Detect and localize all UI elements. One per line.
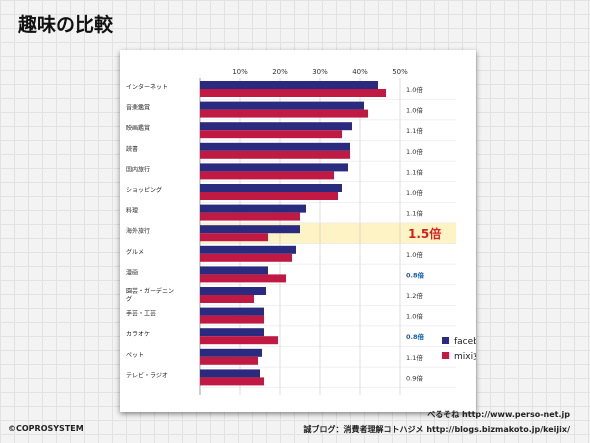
ratio-label: 0.8倍 [406,332,425,341]
category-label: ペット [126,352,144,359]
category-label: テレビ・ラジオ [126,371,168,379]
ratio-label: 0.8倍 [406,270,425,279]
legend-swatch [442,337,449,344]
bar-facebook [200,184,342,192]
bar-facebook [200,287,266,295]
bar-facebook [200,307,264,316]
bar-facebook [200,142,350,151]
copyright-text: ©COPROSYSTEM [8,424,84,433]
bar-mixi [200,356,258,365]
x-tick-label: 30% [312,68,328,76]
ratio-label: 1.0倍 [406,250,423,259]
ratio-label: 1.1倍 [406,167,423,176]
x-tick-label: 40% [352,68,368,76]
category-label: 手芸・工芸 [126,310,156,318]
ratio-label: 1.0倍 [406,147,423,156]
legend-swatch [442,352,449,359]
bar-mixi [200,274,286,283]
bar-mixi [200,233,268,242]
bar-mixi [200,336,278,345]
category-label: 映画鑑賞 [126,124,150,132]
slide-title: 趣味の比較 [18,14,114,36]
bar-mixi [200,295,254,303]
bar-mixi [200,315,264,324]
category-label: 料理 [126,207,138,215]
category-label: カラオケ [126,331,150,338]
bar-facebook [200,122,352,131]
category-label: ショッピング [126,186,162,194]
bar-mixi [200,212,300,221]
bar-facebook [200,266,268,275]
category-label: 国内旅行 [126,165,150,173]
bar-mixi [200,109,368,118]
bar-mixi [200,192,338,200]
bar-mixi [200,89,386,97]
ratio-label: 1.0倍 [406,106,423,115]
category-label: 園芸・ガーデニング [126,287,174,303]
ratio-label: 1.1倍 [406,126,423,135]
bar-mixi [200,377,264,386]
bar-facebook [200,101,364,110]
bar-mixi [200,150,350,159]
x-tick-label: 10% [232,68,248,76]
bar-facebook [200,204,306,213]
bar-facebook [200,225,300,234]
ratio-label: 1.1倍 [406,209,423,218]
bar-mixi [200,130,342,139]
x-tick-label: 20% [272,68,288,76]
ratio-label: 0.9倍 [406,373,423,382]
bar-facebook [200,81,378,89]
bar-facebook [200,163,348,172]
bar-facebook [200,369,260,378]
bar-mixi [200,171,334,180]
category-label: 漫画 [126,268,138,276]
category-label: 音楽鑑賞 [126,104,150,112]
credit-line-1: べるそね http://www.perso-net.jp [427,410,570,419]
chart-card: 10% 20% 30% 40% 50% インターネット 1.0倍 音楽鑑賞 1.0倍 映画鑑賞 1.… [120,50,476,412]
ratio-label: 1.1倍 [406,353,423,362]
category-label: 海外旅行 [126,227,150,235]
category-label: グルメ [126,248,144,256]
category-label: 読書 [126,145,138,153]
bar-facebook [200,245,296,254]
bar-facebook [200,328,264,337]
credit-line-2: 誠ブログ：消費者理解コトハジメ http://blogs.bizmakoto.j… [303,425,570,434]
ratio-label: 1.0倍 [406,312,423,321]
bar-mixi [200,253,292,262]
ratio-label: 1.2倍 [406,291,423,300]
ratio-label: 1.5倍 [408,226,441,241]
ratio-label: 1.0倍 [406,188,423,197]
legend-label: mixi女子 [454,350,476,362]
ratio-label: 1.0倍 [406,85,423,94]
x-tick-label: 50% [392,68,408,76]
category-label: インターネット [126,83,168,91]
bar-facebook [200,348,262,357]
legend-label: facebook女子 [454,335,476,347]
